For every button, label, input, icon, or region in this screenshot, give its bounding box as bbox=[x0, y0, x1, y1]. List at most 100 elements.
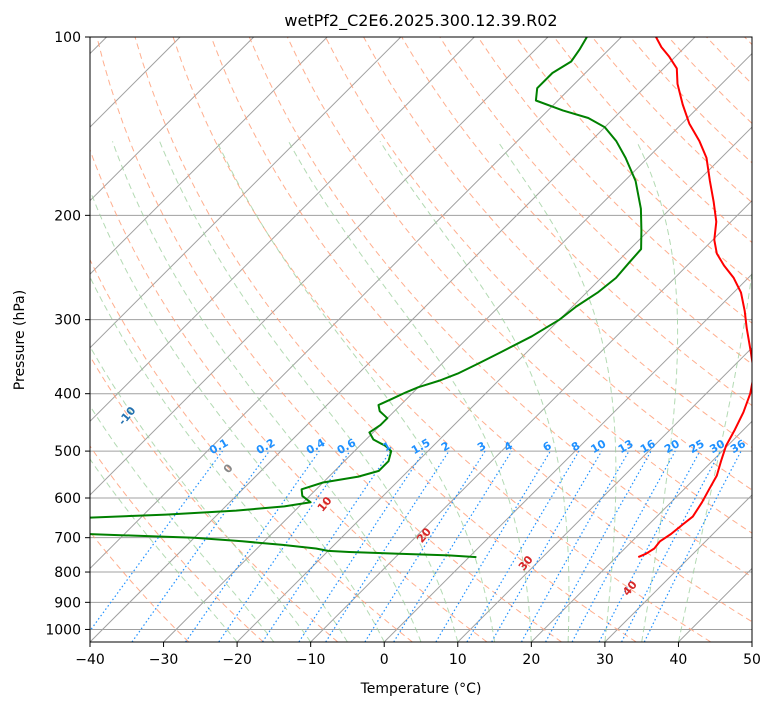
x-tick-label: 30 bbox=[596, 652, 614, 668]
mixing-ratio-label: 2 bbox=[439, 439, 452, 454]
mixing-ratio-line bbox=[643, 450, 742, 642]
mixing-ratio-label: 20 bbox=[662, 437, 682, 456]
dry-adiabat bbox=[90, 445, 264, 642]
isotherm--90 bbox=[90, 37, 328, 275]
x-tick-label: 0 bbox=[380, 652, 389, 668]
isotherm--100 bbox=[90, 37, 255, 202]
mixing-ratio-line bbox=[435, 450, 552, 642]
moist-adiabat bbox=[90, 458, 238, 642]
moist-adiabat bbox=[216, 141, 496, 642]
dry-adiabat-label: 30 bbox=[516, 553, 536, 573]
y-axis-label: Pressure (hPa) bbox=[12, 290, 28, 390]
mixing-ratio-line bbox=[466, 450, 580, 642]
isotherm--20 bbox=[236, 126, 752, 642]
dry-adiabat bbox=[591, 37, 752, 204]
dry-adiabat bbox=[706, 37, 752, 85]
isotherm-10 bbox=[457, 347, 752, 642]
mixing-ratio-label: 3 bbox=[475, 439, 488, 454]
x-tick-label: 50 bbox=[743, 652, 761, 668]
y-tick-label: 1000 bbox=[45, 622, 81, 638]
dewpoint-line bbox=[90, 37, 643, 559]
y-tick-label: 600 bbox=[54, 491, 81, 507]
dry-adiabat bbox=[286, 37, 752, 534]
moist-adiabat bbox=[90, 345, 312, 642]
moist-adiabat bbox=[636, 141, 679, 642]
dry-adiabat bbox=[172, 37, 712, 642]
isotherm--70 bbox=[90, 37, 475, 423]
mixing-ratio-label: 1.5 bbox=[409, 436, 432, 457]
y-tick-label: 500 bbox=[54, 444, 81, 460]
moist-adiabat bbox=[288, 141, 532, 642]
chart-title: wetPf2_C2E6.2025.300.12.39.R02 bbox=[284, 11, 557, 31]
mixing-ratio-line bbox=[545, 450, 652, 642]
y-tick-label: 800 bbox=[54, 565, 81, 581]
x-tick-label: 10 bbox=[449, 652, 467, 668]
mixing-ratio-line bbox=[571, 450, 676, 642]
dry-adiabat-label: 20 bbox=[414, 525, 434, 545]
moist-adiabat bbox=[112, 141, 422, 642]
x-tick-label: 40 bbox=[670, 652, 688, 668]
mixing-ratio-label: 6 bbox=[541, 439, 554, 454]
mixing-ratio-line bbox=[325, 450, 450, 642]
x-tick-label: −10 bbox=[296, 652, 326, 668]
moist-adiabat bbox=[677, 269, 752, 642]
mixing-ratio-label: 0.2 bbox=[254, 436, 277, 457]
isotherm--60 bbox=[90, 37, 549, 496]
dry-adiabat bbox=[90, 148, 488, 642]
dry-adiabat bbox=[96, 37, 562, 642]
mixing-ratio-line bbox=[261, 450, 391, 642]
temperature-line bbox=[637, 37, 752, 559]
mixing-ratio-label: 25 bbox=[687, 437, 707, 456]
moist-adiabat bbox=[497, 141, 617, 642]
isotherm--30 bbox=[163, 52, 752, 642]
isotherm-50 bbox=[751, 641, 752, 642]
isotherm-30 bbox=[604, 494, 752, 642]
mixing-ratio-line bbox=[364, 450, 486, 642]
isotherm--50 bbox=[90, 37, 622, 570]
mixing-ratio-label: 10 bbox=[589, 437, 609, 456]
isotherm-20 bbox=[530, 420, 752, 642]
mixing-ratio-line bbox=[90, 450, 223, 632]
background-lines bbox=[90, 37, 752, 642]
y-tick-label: 300 bbox=[54, 313, 81, 329]
dry-adiabat bbox=[477, 37, 752, 324]
y-tick-label: 700 bbox=[54, 531, 81, 547]
dry-adiabat-label: -10 bbox=[116, 404, 139, 428]
dry-adiabat bbox=[134, 37, 637, 642]
x-tick-label: −20 bbox=[222, 652, 252, 668]
y-tick-label: 200 bbox=[54, 208, 81, 224]
mixing-ratio-line bbox=[520, 450, 630, 642]
mixing-ratio-label: 8 bbox=[569, 439, 582, 454]
dry-adiabat bbox=[439, 37, 752, 365]
dry-adiabat bbox=[248, 37, 752, 578]
dry-adiabat bbox=[90, 258, 413, 642]
isotherm-0 bbox=[383, 273, 752, 642]
y-tick-label: 400 bbox=[54, 387, 81, 403]
plot-frame bbox=[89, 36, 753, 643]
mixing-ratio-line bbox=[218, 450, 351, 642]
mixing-ratio-line bbox=[185, 450, 320, 642]
mixing-ratio-label: 16 bbox=[638, 437, 658, 456]
y-tick-label: 100 bbox=[54, 30, 81, 46]
profile-lines bbox=[90, 37, 752, 559]
isotherm--80 bbox=[90, 37, 402, 349]
x-tick-label: −40 bbox=[75, 652, 105, 668]
mixing-ratio-line bbox=[131, 450, 270, 642]
mixing-ratio-line bbox=[298, 450, 425, 642]
mixing-ratio-label: 36 bbox=[728, 437, 748, 456]
dry-adiabat bbox=[629, 37, 752, 164]
dry-adiabat bbox=[210, 37, 752, 623]
mixing-ratio-line bbox=[598, 450, 701, 642]
isotherm-40 bbox=[678, 567, 752, 642]
x-tick-label: −30 bbox=[149, 652, 179, 668]
mixing-ratio-label: 0.1 bbox=[207, 436, 230, 457]
mixing-ratio-label: 0.6 bbox=[335, 436, 359, 457]
mixing-ratio-label: 4 bbox=[502, 439, 515, 454]
moist-adiabat bbox=[90, 275, 348, 642]
dry-adiabat bbox=[90, 355, 339, 642]
moist-adiabat bbox=[90, 405, 275, 642]
x-tick-label: 20 bbox=[522, 652, 540, 668]
x-axis-label: Temperature (°C) bbox=[360, 681, 482, 697]
